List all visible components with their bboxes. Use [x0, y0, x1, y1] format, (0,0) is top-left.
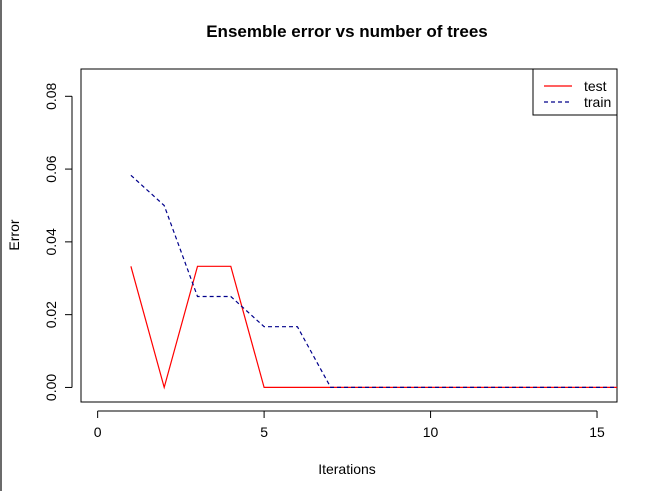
- y-tick-label: 0.02: [43, 301, 59, 328]
- x-tick-label: 0: [94, 424, 102, 440]
- series-line-train: [130, 174, 617, 388]
- series-layer: [130, 174, 617, 390]
- chart-title: Ensemble error vs number of trees: [206, 22, 488, 41]
- x-axis-label: Iterations: [318, 461, 376, 477]
- x-tick-label: 5: [260, 424, 268, 440]
- y-tick-label: 0.06: [43, 155, 59, 182]
- window-left-edge: [0, 0, 2, 491]
- legend-label-train: train: [584, 94, 611, 110]
- x-axis: 0 5 10 15: [94, 410, 605, 440]
- series-line-test: [130, 265, 617, 390]
- y-axis-label: Error: [6, 219, 22, 250]
- y-tick-label: 0.08: [43, 82, 59, 109]
- legend-box: [532, 68, 618, 116]
- legend-label-test: test: [584, 78, 607, 94]
- y-tick-label: 0.04: [43, 228, 59, 255]
- y-axis: 0.00 0.02 0.04 0.06 0.08: [43, 82, 73, 401]
- x-tick-label: 15: [589, 424, 605, 440]
- y-tick-label: 0.00: [43, 374, 59, 401]
- x-tick-label: 10: [423, 424, 439, 440]
- plot-area: [80, 68, 618, 403]
